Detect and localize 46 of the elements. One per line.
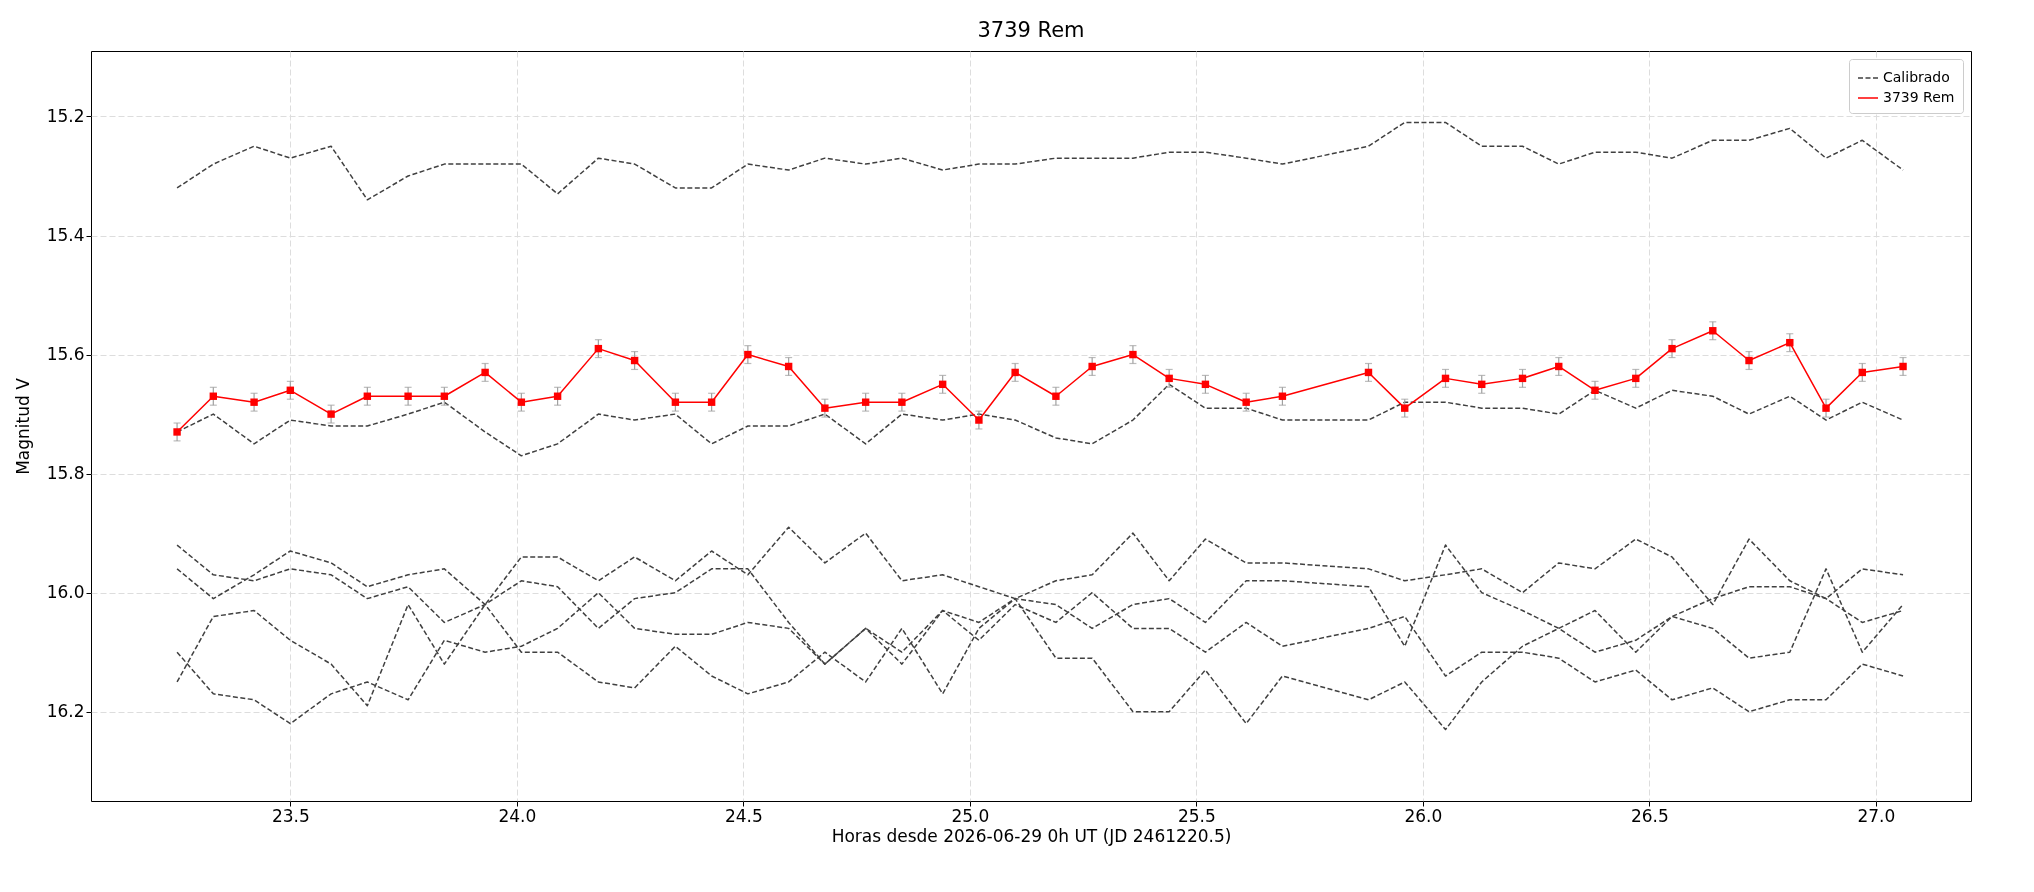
point [250,398,258,406]
x-tick-label: 24.0 [498,805,537,826]
x-axis-title: Horas desde 2026-06-29 0h UT (JD 2461220.5) [831,825,1232,846]
point [744,350,752,359]
x-tick-label: 23.5 [271,805,310,826]
x-tick-label: 24.5 [724,805,763,826]
legend-label: Calibrado [1883,69,1950,85]
x-tick-label: 27.0 [1857,805,1896,826]
point [975,416,983,424]
point [898,398,906,406]
y-tick-label: 16.0 [46,582,85,603]
point [404,392,412,400]
point [1786,338,1794,347]
point [327,410,335,418]
y-tick-label: 15.6 [46,344,85,365]
x-tick-label: 26.0 [1404,805,1443,826]
point [707,398,716,406]
x-tick-label: 25.5 [1177,805,1216,826]
point [861,398,870,406]
point [1242,398,1250,406]
point [1011,368,1019,377]
y-tick-label: 15.4 [46,225,85,246]
point [517,398,526,406]
point [1088,362,1096,371]
chart-title: 3739 Rem [977,18,1085,42]
point [1129,350,1137,359]
point [1822,404,1830,412]
point [481,368,489,377]
point [1591,386,1599,394]
point [173,428,181,436]
point [1401,404,1409,412]
y-tick-label: 15.2 [46,105,85,126]
legend-label: 3739 Rem [1883,89,1955,105]
x-tick-label: 26.5 [1630,805,1669,826]
y-axis-title: Magnitud V [12,377,33,475]
line-series [176,121,1904,201]
point [671,398,680,406]
y-tick-label: 15.8 [46,463,85,484]
point [1052,392,1060,400]
point [1668,344,1676,353]
point [1165,374,1173,383]
x-tick-label: 25.0 [951,805,990,826]
point [1745,356,1753,365]
point [821,404,829,412]
y-tick-label: 16.2 [46,701,85,722]
point [1899,362,1907,371]
